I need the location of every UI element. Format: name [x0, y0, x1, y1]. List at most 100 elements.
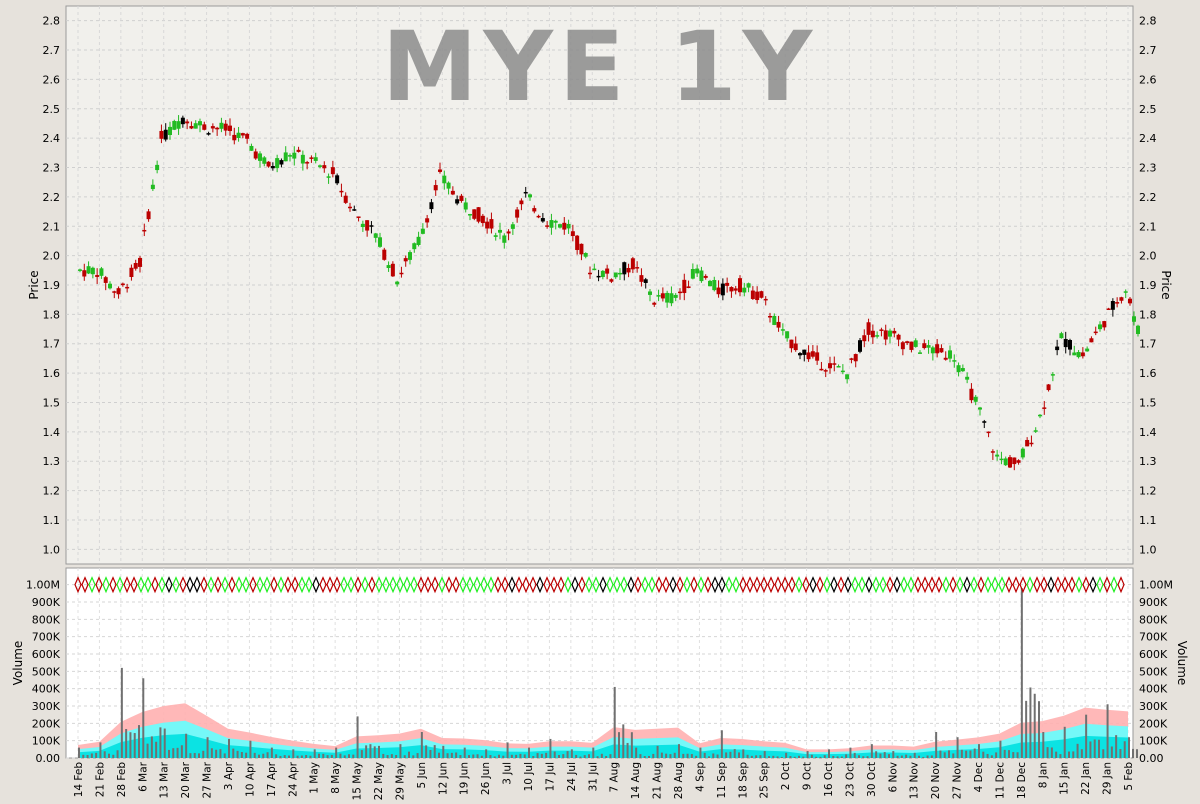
- volume-bar: [318, 753, 320, 758]
- price-candle-body: [142, 229, 147, 232]
- signal-marker: [1061, 576, 1069, 594]
- price-candle-body: [206, 133, 211, 135]
- signal-marker: [424, 576, 432, 594]
- volume-bar: [240, 752, 243, 758]
- price-candle-body: [425, 218, 430, 223]
- price-candle-body: [1115, 302, 1120, 304]
- price-tick-label: 1.7: [43, 338, 61, 351]
- price-candle-body: [759, 291, 764, 298]
- volume-bar: [193, 752, 196, 758]
- volume-bar: [618, 732, 620, 758]
- price-candle-body: [245, 133, 250, 139]
- price-candle-body: [1123, 291, 1128, 293]
- price-tick-label: 2.0: [1139, 250, 1157, 263]
- signal-marker: [494, 576, 502, 594]
- signal-marker: [599, 576, 607, 594]
- x-tick-label: 8 Jan: [1037, 762, 1049, 788]
- price-tick-label: 2.2: [1139, 191, 1157, 204]
- volume-bar: [1012, 752, 1015, 758]
- volume-bar: [455, 752, 458, 758]
- price-candle-body: [309, 157, 314, 159]
- price-candle-body: [566, 223, 571, 229]
- price-candle-body: [785, 331, 790, 339]
- price-candle-body: [605, 268, 610, 274]
- volume-bar: [849, 747, 852, 758]
- price-candle-body: [193, 123, 198, 129]
- volume-bar: [583, 755, 586, 758]
- volume-bar: [399, 744, 402, 758]
- volume-bar: [686, 753, 689, 758]
- price-candle-body: [386, 265, 391, 269]
- price-candle-body: [853, 354, 858, 362]
- volume-bar: [420, 732, 423, 758]
- volume-bar: [656, 745, 659, 758]
- volume-bar: [926, 755, 929, 758]
- signal-marker: [928, 576, 936, 594]
- signal-marker: [613, 576, 621, 594]
- price-candle-body: [232, 134, 237, 141]
- signal-marker: [277, 576, 285, 594]
- price-candle-body: [1055, 346, 1060, 351]
- volume-bar: [463, 747, 466, 758]
- signal-marker: [438, 576, 446, 594]
- price-tick-label: 1.5: [1139, 396, 1157, 409]
- price-tick-label: 2.2: [43, 191, 61, 204]
- volume-ylabel-right: Volume: [1175, 641, 1189, 686]
- price-candle-body: [476, 207, 481, 222]
- price-candle-body: [729, 287, 734, 292]
- x-tick-label: 21 Feb: [94, 762, 106, 798]
- volume-bar: [819, 756, 822, 758]
- price-candle-body: [956, 365, 961, 373]
- volume-bar: [1055, 751, 1058, 758]
- volume-bar: [348, 754, 350, 758]
- volume-bar: [493, 756, 496, 758]
- price-candle-body: [545, 225, 550, 227]
- signal-marker: [802, 576, 810, 594]
- price-candle-body: [1085, 348, 1090, 352]
- signal-marker: [1040, 576, 1048, 594]
- volume-bar: [960, 749, 963, 758]
- signal-marker: [417, 576, 425, 594]
- volume-bar: [1132, 748, 1134, 758]
- price-candle-body: [673, 294, 678, 298]
- x-tick-label: 21 Aug: [652, 762, 664, 799]
- price-candle-body: [326, 176, 331, 178]
- price-candle-body: [373, 233, 378, 238]
- price-candle-body: [1059, 333, 1064, 339]
- signal-marker: [130, 576, 138, 594]
- price-ticks-right: 1.0 1.1 1.2 1.3 1.4 1.5 1.6 1.7 1.8 1.9 2.0 2.1 2.2 2…: [1139, 15, 1157, 557]
- volume-bar: [703, 752, 706, 758]
- signal-marker: [1110, 576, 1118, 594]
- volume-bar: [695, 755, 698, 758]
- signal-marker: [368, 576, 376, 594]
- signal-marker: [592, 576, 600, 594]
- volume-bar: [1115, 735, 1118, 758]
- signal-marker: [340, 576, 348, 594]
- signal-marker: [361, 576, 369, 594]
- x-tick-label: 12 Jun: [437, 762, 449, 795]
- volume-tick-label: 100K: [1139, 735, 1168, 748]
- x-tick-label: 27 Nov: [952, 762, 964, 799]
- volume-bar: [930, 755, 933, 758]
- volume-bar: [810, 754, 813, 758]
- volume-bar: [356, 716, 359, 758]
- price-candle-body: [348, 206, 352, 209]
- signal-marker: [725, 576, 733, 594]
- price-candle-body: [416, 236, 421, 245]
- price-candle-body: [948, 350, 952, 359]
- volume-bar: [558, 754, 560, 758]
- volume-bar: [575, 754, 578, 758]
- volume-band-outer: [78, 703, 1128, 758]
- volume-bar: [978, 744, 980, 758]
- volume-bar: [510, 754, 513, 758]
- signal-marker: [137, 576, 145, 594]
- volume-bar: [768, 756, 770, 758]
- volume-bar: [120, 667, 123, 758]
- signal-marker: [690, 576, 698, 594]
- price-candle-body: [888, 330, 892, 337]
- volume-bar: [1080, 749, 1083, 758]
- volume-bar: [86, 754, 89, 758]
- volume-tick-label: 800K: [1139, 613, 1168, 626]
- volume-bar: [1119, 749, 1122, 758]
- volume-bar: [660, 752, 663, 758]
